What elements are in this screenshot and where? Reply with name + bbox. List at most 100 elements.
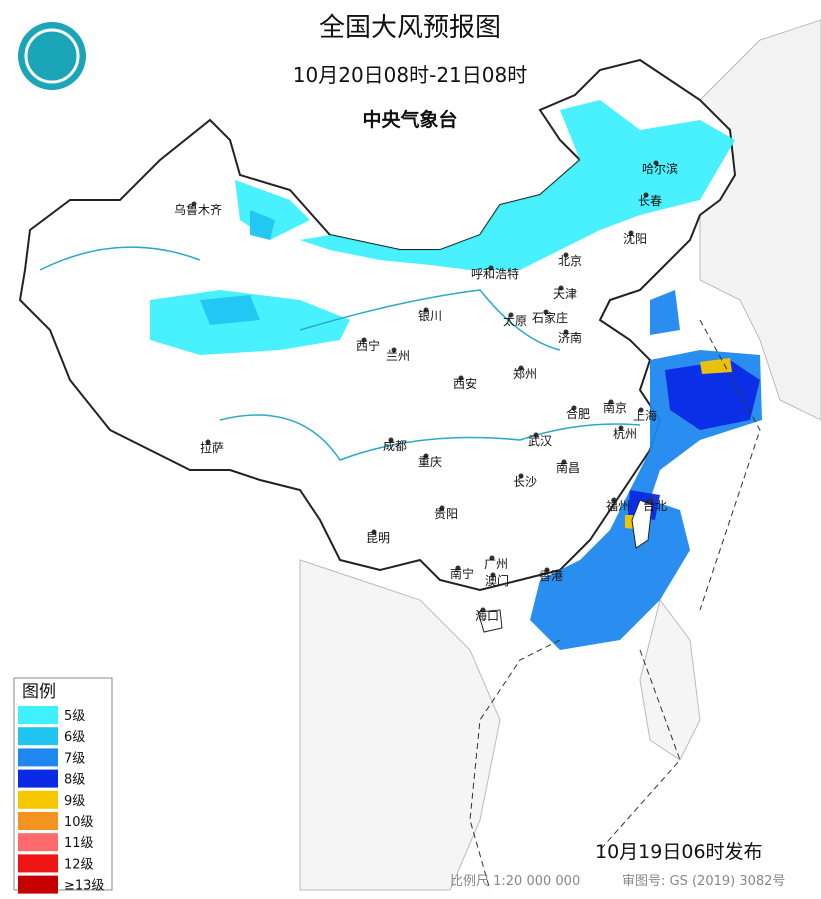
wind-area	[250, 210, 275, 240]
city-marker	[563, 329, 569, 335]
city-label: 沈阳	[623, 231, 647, 246]
city-label: 南宁	[450, 566, 474, 581]
city-marker	[488, 265, 494, 271]
legend-swatch	[18, 875, 58, 894]
river	[39, 246, 641, 461]
wind-area	[150, 290, 350, 355]
legend-label: 8级	[64, 773, 85, 788]
maritime-boundary	[469, 319, 761, 891]
city-label: 拉萨	[200, 440, 224, 455]
city-label: 上海	[633, 408, 657, 423]
city-marker	[439, 505, 445, 511]
city-marker	[643, 192, 649, 198]
city-label: 太原	[503, 313, 527, 328]
legend-title: 图例	[22, 682, 56, 702]
city-marker	[563, 252, 569, 258]
city-label: 银川	[418, 309, 442, 323]
legend-swatch	[18, 854, 58, 873]
taiwan	[631, 499, 653, 549]
neighbor-land	[639, 598, 701, 761]
city-label: 郑州	[513, 366, 537, 381]
wind-area	[200, 295, 260, 325]
wind-area	[665, 360, 760, 430]
neighbor-land	[699, 19, 821, 421]
city-label: 呼和浩特	[471, 266, 519, 281]
city-label: 西安	[453, 376, 477, 391]
city-label: 乌鲁木齐	[174, 202, 222, 217]
city-label: 西宁	[356, 338, 380, 353]
city-label: 南昌	[556, 460, 580, 475]
issuer: 中央气象台	[362, 108, 457, 131]
city-label: 南京	[603, 400, 627, 415]
city-marker	[371, 529, 377, 535]
legend-swatch	[18, 727, 58, 746]
city-label: 海口	[475, 608, 499, 623]
city-marker	[518, 473, 524, 479]
city-marker	[608, 399, 614, 405]
wind-area	[650, 290, 680, 335]
legend-label: 6级	[64, 730, 85, 745]
city-label: 杭州	[613, 426, 637, 441]
legend-swatch	[18, 706, 58, 724]
city-label: 兰州	[386, 349, 410, 363]
city-label: 成都	[383, 439, 407, 453]
city-marker	[561, 459, 567, 465]
wind-area	[300, 100, 735, 270]
city-label: 广州	[484, 557, 508, 571]
city-label: 武汉	[528, 434, 552, 448]
city-marker	[480, 607, 486, 613]
city-label: 天津	[553, 287, 577, 301]
legend-label: 7级	[64, 751, 85, 766]
city-label: 香港	[539, 569, 563, 583]
title: 全国大风预报图	[319, 13, 501, 43]
city-marker	[191, 201, 197, 207]
issue-time: 10月19日06时发布	[595, 841, 763, 863]
legend-label: 9级	[64, 794, 85, 809]
city-marker	[653, 160, 659, 166]
city-marker	[611, 497, 617, 503]
legend-label: 10级	[64, 815, 94, 830]
city-marker	[388, 437, 394, 443]
city-marker	[544, 567, 550, 573]
city-marker	[533, 432, 539, 438]
city-marker	[458, 375, 464, 381]
city-label: 福州	[606, 498, 630, 513]
legend-swatch	[18, 812, 58, 830]
legend-label: 11级	[64, 836, 94, 851]
map-scale: 比例尺 1:20 000 000	[450, 874, 580, 889]
city-marker	[423, 453, 429, 459]
logo	[18, 22, 86, 90]
hainan	[477, 609, 503, 633]
city-label: 澳门	[485, 573, 509, 588]
city-marker	[638, 407, 644, 413]
city-marker	[205, 439, 211, 445]
city-marker	[518, 365, 524, 371]
period: 10月20日08时-21日08时	[293, 63, 527, 87]
city-marker	[618, 425, 624, 431]
legend-swatch	[18, 769, 58, 788]
logo	[24, 28, 80, 84]
city-label: 北京	[558, 254, 582, 268]
city-label: 哈尔滨	[642, 161, 678, 176]
city-marker	[391, 347, 397, 353]
legend-label: ≥13级	[64, 879, 104, 894]
map-number: 审图号: GS (2019) 3082号	[622, 874, 785, 889]
city-label: 昆明	[366, 531, 390, 545]
legend-swatch	[18, 748, 58, 767]
city-marker	[571, 405, 577, 411]
city-marker	[648, 497, 654, 503]
neighbor-land	[299, 559, 501, 891]
city-label: 台北	[643, 498, 667, 513]
city-marker	[455, 565, 461, 571]
city-marker	[543, 309, 549, 315]
city-label: 贵阳	[434, 507, 458, 521]
city-marker	[628, 230, 634, 236]
city-marker	[361, 337, 367, 343]
legend-swatch	[18, 833, 58, 852]
city-label: 长春	[638, 194, 662, 208]
city-marker	[423, 307, 429, 313]
legend-label: 5级	[64, 709, 85, 724]
city-marker	[508, 312, 514, 318]
city-label: 合肥	[566, 406, 590, 421]
